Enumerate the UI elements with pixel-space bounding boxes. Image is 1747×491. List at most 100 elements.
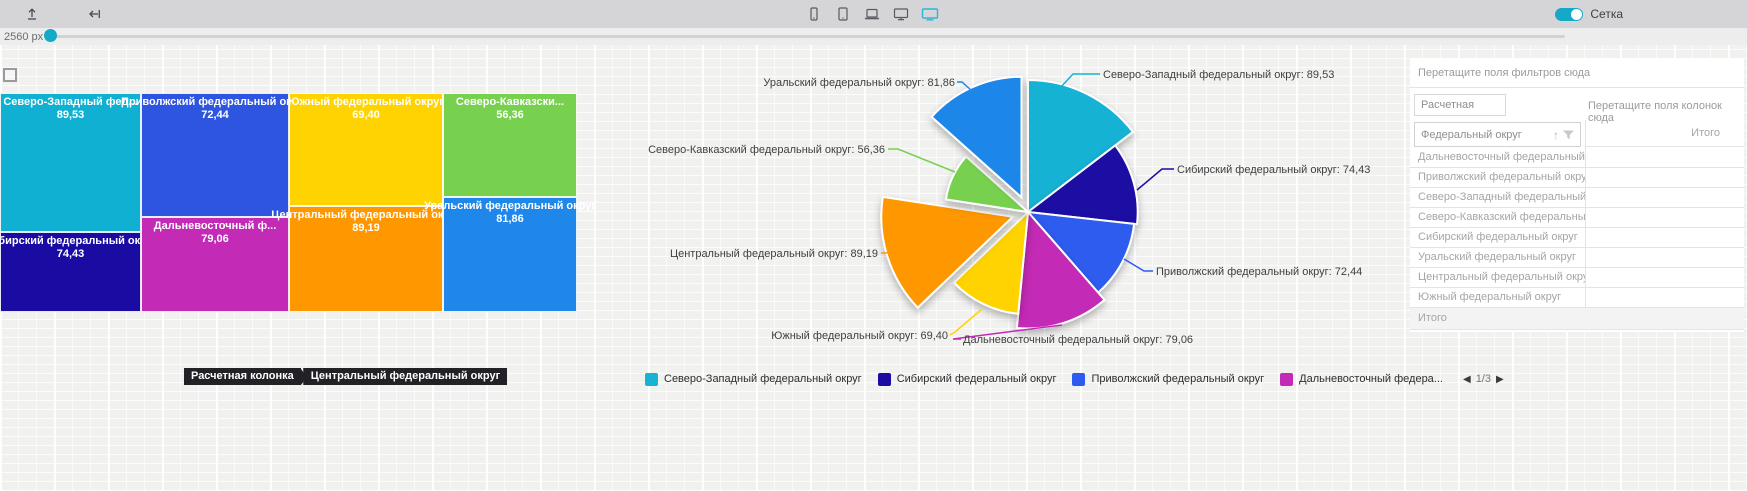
pie-label: Южный федеральный округ: 69,40 [771, 330, 948, 342]
sort-ascending-icon[interactable]: ↑ [1553, 127, 1559, 142]
device-phone-icon[interactable] [804, 3, 824, 25]
breadcrumb-item-chip[interactable]: Центральный федеральный округ [302, 368, 508, 385]
device-laptop-icon[interactable] [862, 3, 882, 25]
pie-callout-line [957, 81, 973, 92]
treemap-cell[interactable]: Южный федеральный округ 69,40 [288, 93, 444, 206]
selection-tool-icon[interactable] [3, 68, 17, 82]
treemap-cell-label: Приволжский федеральный округ [121, 96, 309, 108]
treemap-cell-label: Северо-Западный фед... [3, 96, 138, 108]
pivot-total-label: Итого [1410, 308, 1585, 330]
pie-slice[interactable] [1025, 143, 1139, 226]
pivot-row-value [1585, 268, 1744, 288]
pivot-row-label: Приволжский федеральный округ [1410, 168, 1585, 188]
pivot-row: Приволжский федеральный округ [1410, 168, 1744, 188]
legend-swatch-icon [877, 372, 891, 386]
legend-item[interactable]: Приволжский федеральный округ [1072, 372, 1265, 386]
pie-callout-line [949, 308, 983, 336]
pivot-rows: Дальневосточный федеральный округПриволж… [1410, 148, 1744, 330]
width-slider-thumb[interactable] [44, 29, 57, 42]
pivot-row: Северо-Западный федеральный округ [1410, 188, 1744, 208]
pie-label: Центральный федеральный округ: 89,19 [669, 248, 878, 260]
treemap-cell[interactable]: Уральский федеральный округ 81,86 [424, 197, 596, 312]
device-monitor-icon[interactable] [891, 3, 911, 25]
pivot-row-value [1585, 208, 1744, 228]
pie-label: Дальневосточный федеральный округ: 79,06 [963, 334, 1194, 346]
pie-slice[interactable] [944, 155, 1032, 214]
filter-funnel-icon[interactable] [1562, 129, 1575, 141]
canvas-width-label: 2560 px [4, 31, 44, 43]
canvas-width-bar: 2560 px [0, 28, 1747, 46]
pie-callout-line [1136, 168, 1174, 191]
pivot-row: Уральский федеральный округ [1410, 248, 1744, 268]
upload-icon[interactable] [24, 6, 40, 22]
breadcrumb-field-chip[interactable]: Расчетная колонка [184, 368, 301, 385]
pie-callout-line [881, 250, 899, 254]
collapse-left-icon[interactable] [86, 6, 102, 22]
filters-dropzone[interactable]: Перетащите поля фильтров сюда [1410, 58, 1744, 88]
breadcrumb-arrow-icon [300, 368, 307, 385]
treemap-cell-label: Южный федеральный округ [288, 96, 444, 108]
device-tablet-icon[interactable] [833, 3, 853, 25]
pivot-row: Дальневосточный федеральный округ [1410, 148, 1744, 168]
treemap-cell[interactable]: Центральный федеральный округ 89,19 [271, 206, 461, 312]
pie-callout-line [1059, 73, 1100, 89]
pie-slice[interactable] [1025, 210, 1136, 295]
treemap-cell-label: Сибирский федеральный округ [0, 235, 158, 247]
pivot-row-label: Сибирский федеральный округ [1410, 228, 1585, 248]
treemap-cell[interactable]: Северо-Кавказски... 56,36 [443, 93, 577, 197]
device-tv-large-icon[interactable] [920, 3, 940, 25]
filters-placeholder: Перетащите поля фильтров сюда [1418, 67, 1591, 79]
pivot-row-value [1585, 228, 1744, 248]
pie-slice[interactable] [880, 195, 1015, 310]
pivot-row-label: Уральский федеральный округ [1410, 248, 1585, 268]
pivot-row: Северо-Кавказский федеральный округ [1410, 208, 1744, 228]
legend-next-icon[interactable]: ▶ [1495, 373, 1504, 385]
treemap-cell[interactable]: Приволжский федеральный округ 72,44 [121, 93, 309, 217]
legend-item[interactable]: Северо-Западный федеральный округ [645, 372, 862, 386]
treemap-cell-label: Северо-Кавказски... [455, 96, 565, 108]
pivot-total-row: Итого [1410, 308, 1744, 330]
legend-item-label: Северо-Западный федеральный округ [664, 373, 862, 385]
pie-callout-line [888, 148, 956, 173]
legend-item[interactable]: Дальневосточный федера... [1280, 372, 1443, 386]
pivot-row-label: Дальневосточный федеральный округ [1410, 148, 1585, 168]
treemap-cell[interactable]: Северо-Западный фед... 89,53 [0, 93, 141, 232]
width-slider-track[interactable] [48, 35, 1565, 38]
pie-label: Сибирский федеральный округ: 74,43 [1177, 164, 1371, 176]
treemap-cell-label: Уральский федеральный округ [424, 200, 596, 212]
pie-slice[interactable] [930, 75, 1023, 200]
pie-slice[interactable] [1027, 78, 1135, 215]
treemap-cell-value: 79,06 [201, 233, 229, 245]
treemap-chart: Северо-Западный фед... 89,53 Приволжский ф… [0, 93, 596, 312]
legend-page-indicator: 1/3 [1475, 373, 1491, 385]
grid-toggle[interactable] [1555, 7, 1584, 21]
legend-swatch-icon [645, 372, 658, 386]
treemap-breadcrumb: Расчетная колонка Центральный федеральны… [184, 368, 508, 385]
pivot-row-value [1585, 288, 1744, 308]
pie-callout-line [1123, 258, 1153, 272]
treemap-cell[interactable]: Сибирский федеральный округ 74,43 [0, 232, 157, 312]
total-column-header: Итого [1585, 120, 1744, 147]
legend-item[interactable]: Сибирский федеральный округ [877, 372, 1056, 386]
dimension-field-chip[interactable]: Федеральный округ ↑ [1414, 122, 1581, 147]
legend-pagination: ◀ 1/3 ▶ [1463, 373, 1504, 385]
treemap-cell-value: 81,86 [496, 213, 524, 225]
pivot-row-label: Южный федеральный округ [1410, 288, 1585, 308]
pivot-row: Центральный федеральный округ [1410, 268, 1744, 288]
pivot-row-label: Центральный федеральный округ [1410, 268, 1585, 288]
treemap-cell[interactable]: Дальневосточный ф... 79,06 [141, 217, 289, 312]
row-field-chip[interactable]: Расчетная колонка [1414, 94, 1506, 131]
pie-slice[interactable] [952, 209, 1030, 315]
pivot-row-label: Северо-Западный федеральный округ [1410, 188, 1585, 208]
legend-item-label: Приволжский федеральный округ [1091, 373, 1265, 385]
treemap-cell-value: 89,53 [56, 109, 85, 121]
pie-label: Северо-Кавказский федеральный округ: 56,… [648, 144, 885, 156]
pivot-row-value [1585, 168, 1744, 188]
legend-prev-icon[interactable]: ◀ [1462, 373, 1471, 385]
columns-dropzone[interactable]: Перетащите поля колонок сюда [1588, 100, 1722, 124]
chart-legend: Северо-Западный федеральный округ Сибирск… [645, 371, 1504, 387]
pie-slice[interactable] [1015, 209, 1106, 330]
treemap-cell-label: Центральный федеральный округ [271, 209, 461, 221]
treemap-cell-value: 56,36 [496, 109, 524, 121]
pivot-row: Южный федеральный округ [1410, 288, 1744, 308]
